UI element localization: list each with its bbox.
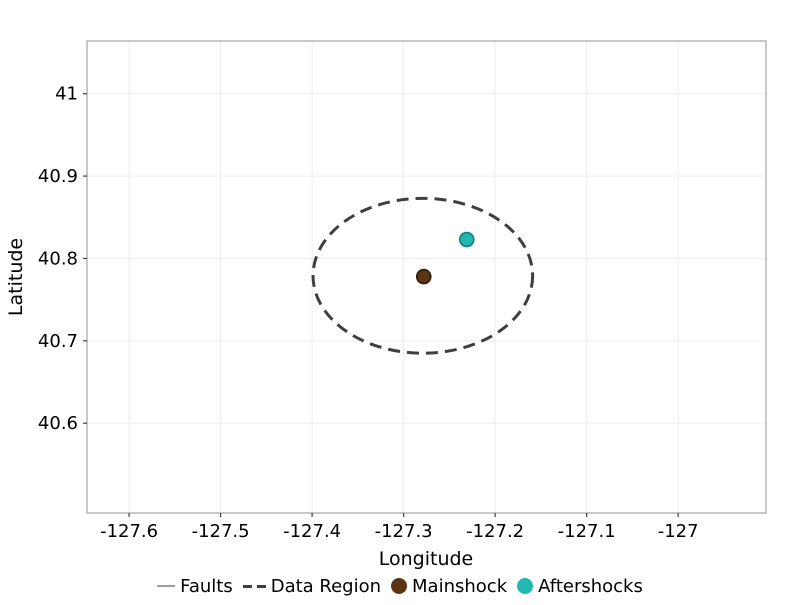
plot-area: -127.6 -127.5 -127.4 -127.3 -127.2 -127.1 -127… bbox=[5, 40, 767, 570]
x-tick-label: -127.3 bbox=[375, 521, 433, 542]
legend: Faults Data Region Mainshock Aftershocks bbox=[0, 572, 800, 600]
y-axis-label: Latitude bbox=[5, 238, 27, 316]
data-region-ellipse bbox=[311, 196, 535, 355]
legend-dot-icon bbox=[517, 578, 534, 594]
x-tick-label: -127.1 bbox=[558, 521, 616, 542]
x-axis-label: Longitude bbox=[379, 548, 474, 570]
legend-dashed-line-icon bbox=[242, 584, 266, 588]
dash-segment bbox=[256, 584, 266, 588]
tick-marks bbox=[83, 93, 679, 517]
tick-labels: -127.6 -127.5 -127.4 -127.3 -127.2 -127.1 -127… bbox=[38, 84, 699, 542]
legend-item-mainshock: Mainshock bbox=[391, 576, 507, 597]
legend-line-icon bbox=[157, 585, 176, 587]
y-tick-label: 41 bbox=[55, 84, 78, 105]
x-tick-label: -127 bbox=[658, 521, 699, 542]
x-tick-label: -127.5 bbox=[192, 521, 250, 542]
y-tick-label: 40.7 bbox=[38, 331, 78, 352]
legend-label: Mainshock bbox=[412, 575, 508, 597]
dash-segment bbox=[242, 584, 252, 588]
legend-item-data-region: Data Region bbox=[242, 575, 382, 597]
legend-item-faults: Faults bbox=[157, 576, 233, 597]
y-tick-label: 40.8 bbox=[38, 248, 78, 269]
y-tick-label: 40.9 bbox=[38, 166, 78, 187]
mainshock-point bbox=[415, 268, 432, 285]
legend-label: Data Region bbox=[270, 575, 382, 597]
legend-item-aftershocks: Aftershocks bbox=[517, 576, 643, 597]
aftershocks-point bbox=[458, 231, 475, 248]
legend-dot-icon bbox=[391, 578, 408, 594]
y-tick-label: 40.6 bbox=[38, 413, 78, 434]
x-tick-label: -127.6 bbox=[100, 521, 158, 542]
x-tick-label: -127.2 bbox=[466, 521, 524, 542]
legend-label: Faults bbox=[180, 575, 233, 597]
data-series bbox=[311, 196, 535, 355]
legend-label: Aftershocks bbox=[538, 575, 643, 597]
x-tick-label: -127.4 bbox=[283, 521, 341, 542]
plot-frame bbox=[86, 40, 767, 514]
gridlines bbox=[87, 41, 766, 513]
